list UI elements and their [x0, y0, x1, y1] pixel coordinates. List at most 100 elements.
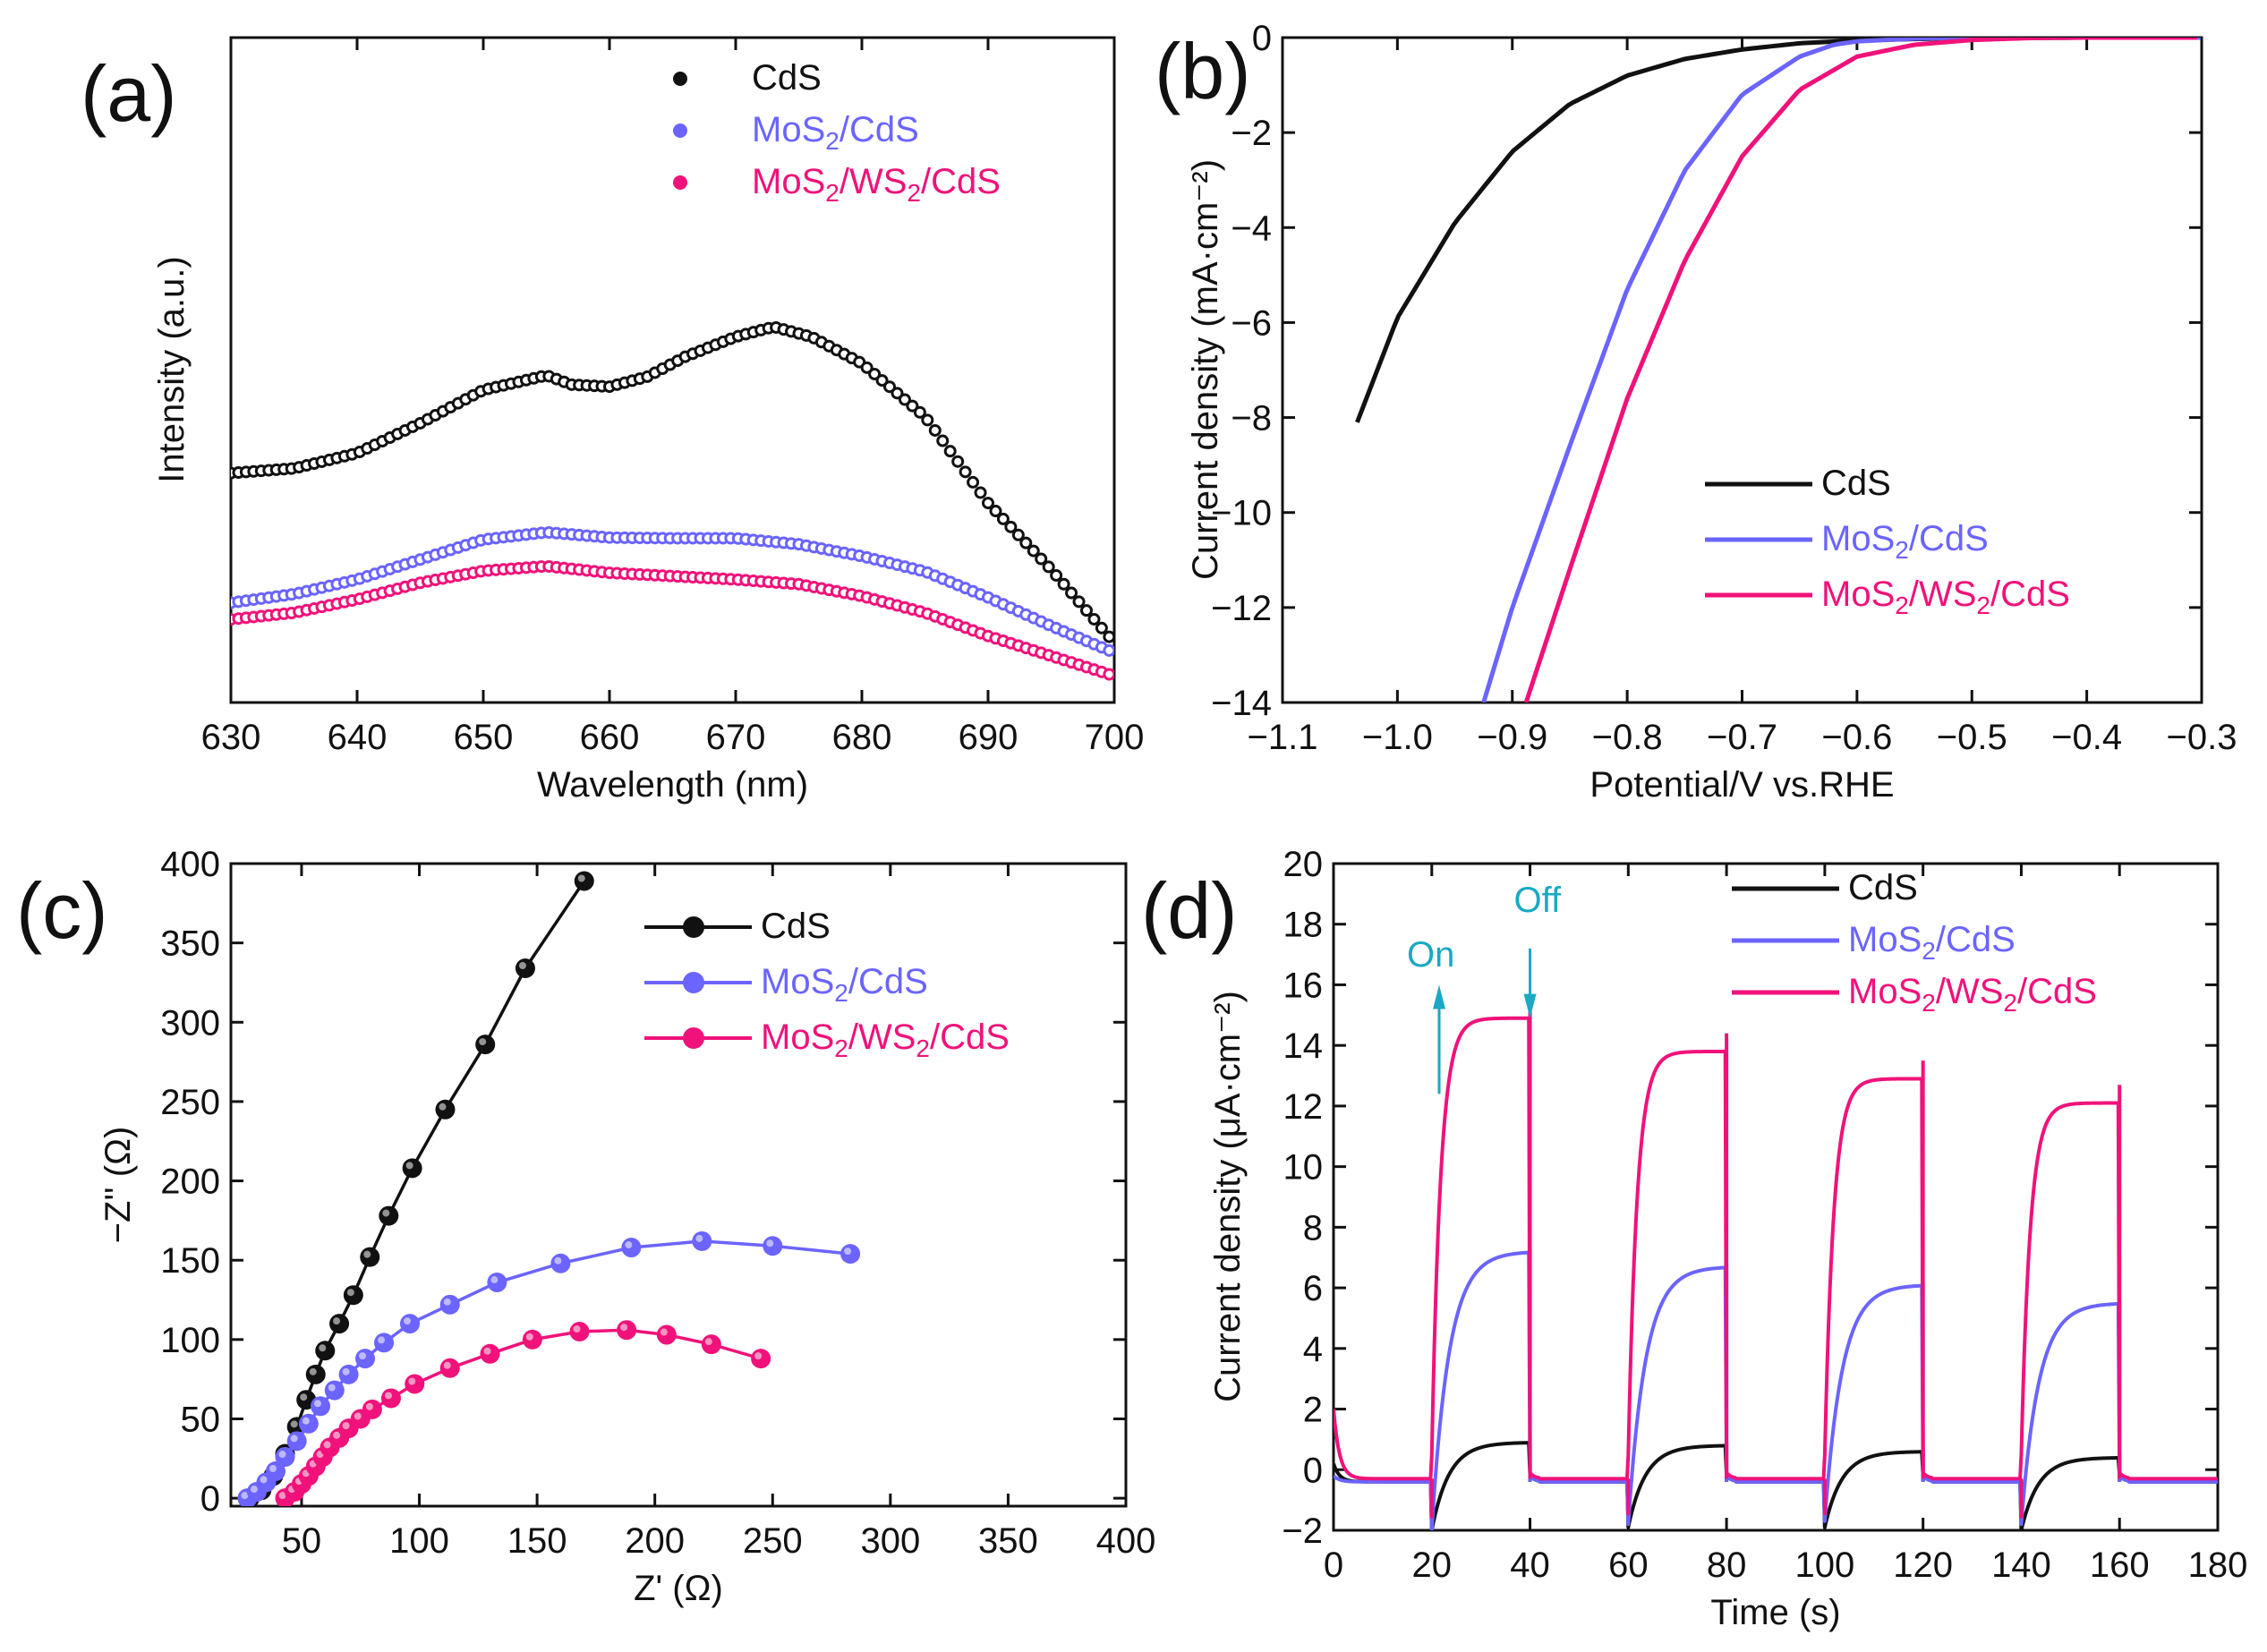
y-tick-label: 16	[1283, 966, 1324, 1005]
y-tick-label: 4	[1303, 1330, 1323, 1369]
x-tick-label: −0.5	[1937, 718, 2007, 757]
data-point	[1087, 612, 1101, 626]
legend-subscript: 2	[1922, 937, 1936, 965]
series-CdS	[231, 320, 1114, 643]
y-tick-label: 8	[1303, 1208, 1323, 1248]
x-tick-label: 0	[1324, 1546, 1343, 1585]
data-point-highlight	[323, 1441, 331, 1449]
plot-area	[231, 320, 1114, 681]
panel-label: (b)	[1155, 27, 1251, 115]
data-point-highlight	[695, 1234, 703, 1242]
legend-marker	[673, 72, 687, 86]
data-point	[860, 361, 874, 374]
legend-label: MoS2/CdS	[752, 110, 919, 155]
data-point-highlight	[405, 1162, 413, 1170]
data-point-highlight	[314, 1400, 321, 1408]
legend-label: MoS2/CdS	[1848, 920, 2016, 965]
data-point	[951, 455, 965, 468]
data-point-highlight	[525, 1333, 533, 1341]
legend-text: MoS	[1821, 575, 1895, 614]
y-tick-label: 50	[181, 1400, 221, 1439]
y-tick-label: −4	[1231, 209, 1272, 248]
legend-label: MoS2/WS2/CdS	[1848, 972, 2097, 1017]
data-point	[1004, 520, 1018, 533]
legend-text: MoS	[1848, 920, 1922, 959]
data-point	[898, 393, 911, 406]
data-point	[974, 486, 987, 499]
panel-c-impedance-chart: (c) 50 100 150 200 250 300 350 400 0 50 100 150 200 25…	[16, 845, 1155, 1608]
x-tick-label: −0.3	[2167, 718, 2237, 757]
data-point-highlight	[483, 1347, 491, 1355]
legend-subscript: 2	[907, 179, 921, 207]
data-point	[692, 1230, 712, 1251]
x-tick-label: −1.0	[1362, 718, 1433, 757]
y-tick-label: 300	[160, 1003, 220, 1043]
y-axis-title: Intensity (a.u.)	[152, 256, 192, 482]
data-point-highlight	[250, 1486, 258, 1494]
legend-text: MoS	[761, 962, 834, 1001]
legend-subscript: 2	[1976, 592, 1990, 619]
panel-a-wavelength-chart: (a) 630 640 650 660 670 680 690 700 Wavelength (n…	[81, 36, 1144, 805]
data-point	[355, 1349, 375, 1369]
data-point	[868, 367, 882, 380]
series-line-CdS	[1355, 38, 2199, 423]
data-point	[840, 1244, 861, 1265]
panel-b-polarization-chart: (b) −1.1 −1.0 −0.9 −0.8 −0.7 −0.6 −0.5 −0.4 −0.3 0…	[1155, 19, 2237, 805]
x-tick-label: 160	[2090, 1546, 2150, 1585]
y-axis-title: Current density (mA·cm⁻²)	[1186, 159, 1225, 580]
x-tick-label: 140	[1991, 1546, 2051, 1585]
legend-subscript: 2	[1922, 989, 1936, 1017]
legend-text: CdS	[1821, 464, 1891, 503]
legend-text: /CdS	[1936, 920, 2016, 959]
data-point	[959, 465, 972, 479]
data-point-highlight	[554, 1256, 562, 1265]
data-point-highlight	[660, 1328, 668, 1336]
data-point	[275, 1447, 295, 1468]
series-line-MoS2/CdS	[1334, 1250, 2218, 1530]
y-tick-label: 10	[1283, 1148, 1324, 1188]
data-point-highlight	[278, 1451, 286, 1459]
legend-label: CdS	[1848, 868, 1918, 907]
data-point-highlight	[346, 1289, 354, 1297]
data-point	[1042, 560, 1055, 574]
x-tick-label: −0.7	[1707, 718, 1777, 757]
panel-d-photocurrent-chart: (d)0 20 40 60 80 100 120 140 160 180−202468101214…	[1141, 845, 2247, 1632]
legend-subscript: 2	[825, 179, 839, 207]
data-point-highlight	[490, 1276, 499, 1284]
legend-text: MoS	[761, 1018, 834, 1057]
panel-label: (d)	[1141, 866, 1238, 955]
data-point-highlight	[354, 1412, 362, 1420]
data-point	[943, 445, 957, 458]
data-point	[380, 1388, 401, 1409]
x-tick-label: 50	[282, 1521, 322, 1561]
off-arrowhead	[1523, 993, 1537, 1018]
x-tick-label: 80	[1707, 1546, 1747, 1585]
data-point-highlight	[319, 1344, 327, 1352]
legend-text: /WS	[839, 162, 908, 201]
legend-text: /CdS	[1990, 575, 2070, 614]
legend-text: /CdS	[930, 1018, 1010, 1057]
data-point-highlight	[328, 1384, 336, 1392]
x-tick-label: 20	[1412, 1546, 1453, 1585]
legend-label: MoS2/CdS	[1821, 519, 1989, 564]
y-tick-label: −2	[1282, 1511, 1323, 1551]
legend-text: MoS	[1821, 519, 1895, 558]
y-tick-label: −12	[1211, 589, 1272, 628]
series-line-MoS2/WS2/CdS	[1334, 1016, 2218, 1481]
y-tick-label: −2	[1231, 114, 1272, 153]
data-point	[522, 1329, 542, 1350]
x-tick-label: 100	[1795, 1546, 1855, 1585]
legend-marker	[683, 972, 704, 993]
data-point	[763, 1236, 783, 1256]
y-tick-label: 100	[160, 1321, 220, 1360]
data-point	[1057, 577, 1070, 591]
data-point-highlight	[384, 1392, 392, 1400]
y-tick-label: 14	[1283, 1026, 1324, 1066]
data-point	[967, 475, 980, 489]
legend-text: MoS	[1848, 972, 1922, 1011]
legend-subscript: 2	[2003, 989, 2017, 1017]
legend-label: MoS2/WS2/CdS	[761, 1018, 1010, 1062]
data-point	[574, 871, 594, 891]
x-tick-label: 640	[328, 718, 388, 757]
